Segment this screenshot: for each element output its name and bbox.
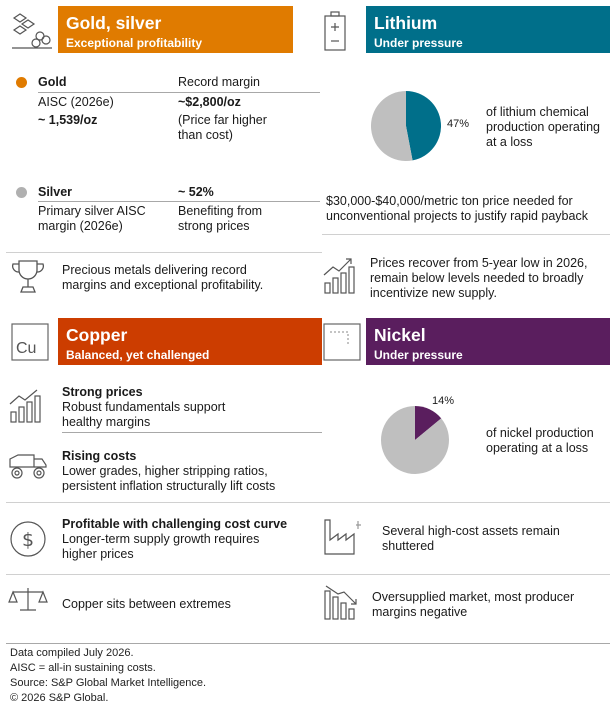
factory-icon — [324, 519, 361, 555]
copper-element-icon — [11, 323, 49, 361]
gold-note-line1: (Price far higher — [178, 113, 267, 127]
nickel-pie-chart — [381, 406, 449, 474]
copper-item-line1: Copper sits between extremes — [62, 597, 231, 611]
nickel-subtitle: Under pressure — [374, 348, 463, 362]
lithium-desc-line3: at a loss — [486, 135, 533, 149]
silver-label: Silver — [38, 185, 73, 199]
lithium-price-line1: $30,000-$40,000/metric ton price needed … — [326, 194, 573, 208]
balance-scale-icon — [8, 588, 48, 611]
gold-label: Gold — [38, 75, 67, 89]
silver-aisc-line2: margin (2026e) — [38, 219, 123, 233]
battery-icon — [324, 11, 346, 51]
nickel-remainder-slice — [381, 406, 449, 474]
copper-item-title: Rising costs — [62, 449, 137, 463]
nickel-item-line2: margins negative — [372, 605, 468, 619]
gold-silver-title: Gold, silver — [66, 13, 162, 33]
lithium-title: Lithium — [374, 13, 438, 33]
footer-line: Data compiled July 2026. — [10, 647, 134, 659]
copper-title: Copper — [66, 325, 128, 345]
footer-divider — [6, 643, 610, 644]
gold-bars-icon — [12, 13, 52, 49]
lithium-pie-chart — [370, 91, 441, 161]
gold-silver-subtitle: Exceptional profitability — [66, 36, 203, 50]
lithium-desc-line2: production operating — [486, 120, 600, 134]
rising-bars-icon — [9, 389, 41, 423]
copper-item-line1: Longer-term supply growth requires — [62, 532, 260, 546]
lithium-remainder-slice — [370, 91, 413, 161]
gold-margin-value: ~$2,800/oz — [178, 95, 241, 109]
gold-summary-line1: Precious metals delivering record — [62, 263, 247, 277]
footer-line: Source: S&P Global Market Intelligence. — [10, 677, 207, 689]
nickel-item-line2: shuttered — [382, 539, 435, 553]
nickel-desc-line1: of nickel production — [486, 426, 594, 440]
lithium-subtitle: Under pressure — [374, 36, 463, 50]
gold-aisc-label: AISC (2026e) — [38, 95, 114, 109]
dollar-coin-icon: $ — [10, 521, 46, 557]
silver-note-line2: strong prices — [178, 219, 250, 233]
copper-symbol: Cu — [16, 340, 37, 357]
nickel-section-divider — [322, 502, 610, 503]
copper-section-divider — [6, 574, 322, 575]
falling-bars-icon — [324, 585, 357, 620]
trophy-icon — [12, 260, 44, 293]
lithium-desc-line1: of lithium chemical — [486, 105, 589, 119]
gold-note-line2: than cost) — [178, 128, 233, 142]
copper-item-line1: Robust fundamentals support — [62, 400, 226, 414]
lithium-summary-line1: Prices recover from 5-year low in 2026, — [370, 256, 588, 270]
lithium-section-divider — [322, 234, 610, 235]
copper-item-line1: Lower grades, higher stripping ratios, — [62, 464, 268, 478]
mining-truck-icon — [9, 454, 47, 479]
copper-item-title: Profitable with challenging cost curve — [62, 517, 288, 531]
footer-line: © 2026 S&P Global. — [10, 692, 109, 704]
copper-item-title: Strong prices — [62, 385, 143, 399]
gold-dot — [16, 77, 27, 88]
lithium-pie-label: 47% — [447, 118, 470, 130]
gold-section-divider — [6, 252, 322, 253]
gold-silver-header: Gold, silver Exceptional profitability — [58, 6, 293, 53]
silver-margin-value: ~ 52% — [178, 185, 214, 199]
copper-item-divider — [62, 432, 322, 433]
copper-section-divider — [6, 502, 322, 503]
silver-aisc-line1: Primary silver AISC — [38, 204, 146, 218]
lithium-summary-line3: incentivize new supply. — [370, 286, 497, 300]
lithium-loss-slice — [406, 91, 441, 161]
svg-text:$: $ — [22, 529, 34, 551]
silver-note-line1: Benefiting from — [178, 204, 263, 218]
silver-divider — [38, 201, 320, 202]
nickel-item-line1: Several high-cost assets remain — [382, 524, 560, 538]
nickel-loss-slice — [415, 406, 442, 440]
nickel-pie-label: 14% — [432, 395, 455, 407]
copper-item-line2: healthy margins — [62, 415, 151, 429]
gold-aisc-value: ~ 1,539/oz — [38, 113, 98, 127]
nickel-header: Nickel Under pressure — [366, 318, 610, 365]
footer-line: AISC = all-in sustaining costs. — [10, 662, 156, 674]
gold-margin-label: Record margin — [178, 75, 260, 89]
lithium-price-line2: unconventional projects to justify rapid… — [326, 209, 588, 223]
copper-item-line2: higher prices — [62, 547, 134, 561]
nickel-section-divider — [322, 574, 610, 575]
rising-bars-icon — [323, 258, 355, 294]
copper-subtitle: Balanced, yet challenged — [66, 348, 210, 362]
nickel-desc-line2: operating at a loss — [486, 441, 589, 455]
gold-divider — [38, 92, 320, 93]
copper-header: Copper Balanced, yet challenged — [58, 318, 322, 365]
lithium-summary-line2: remain below levels needed to broadly — [370, 271, 584, 285]
nickel-title: Nickel — [374, 325, 426, 345]
copper-item-line2: persistent inflation structurally lift c… — [62, 479, 276, 493]
lithium-header: Lithium Under pressure — [366, 6, 610, 53]
gold-summary-line2: margins and exceptional profitability. — [62, 278, 264, 292]
nickel-element-icon — [323, 323, 361, 361]
nickel-item-line1: Oversupplied market, most producer — [372, 590, 575, 604]
silver-dot — [16, 187, 27, 198]
